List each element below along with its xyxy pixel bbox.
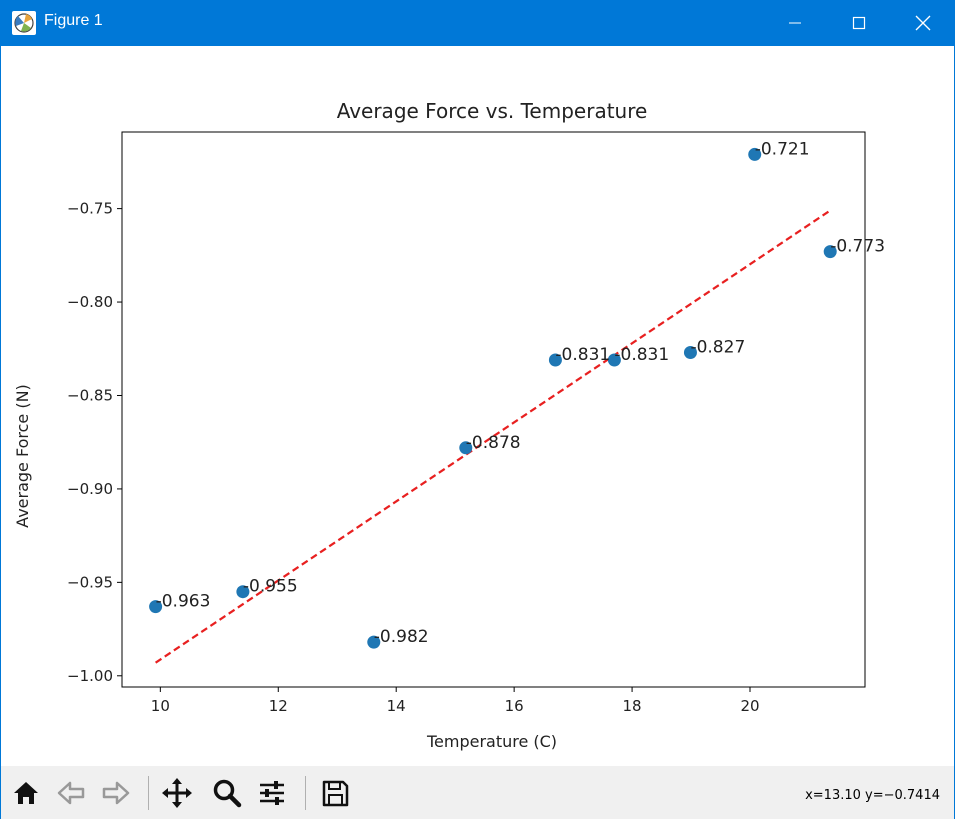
toolbar-separator [148, 776, 149, 810]
y-tick-label: −0.80 [67, 293, 113, 311]
toolbar-separator [305, 776, 306, 810]
data-label: -0.831 [555, 345, 610, 365]
x-tick-label: 12 [269, 697, 288, 715]
maximize-icon [852, 16, 866, 30]
back-arrow-icon [57, 781, 85, 805]
data-point [236, 585, 250, 599]
data-label: -0.773 [830, 237, 885, 257]
data-label: -0.721 [755, 139, 810, 159]
pan-button[interactable] [158, 774, 196, 812]
zoom-button[interactable] [208, 774, 246, 812]
back-button[interactable] [52, 774, 90, 812]
x-tick-label: 16 [505, 697, 524, 715]
data-point [607, 353, 621, 367]
data-label: -0.831 [614, 345, 669, 365]
window-titlebar: Figure 1 [0, 0, 955, 46]
save-button[interactable] [316, 774, 354, 812]
data-label: -0.827 [690, 338, 745, 358]
y-axis-label: Average Force (N) [13, 384, 32, 528]
x-tick-label: 10 [151, 697, 170, 715]
y-tick-label: −0.85 [67, 386, 113, 404]
data-label: -0.955 [243, 577, 298, 597]
chart-title: Average Force vs. Temperature [337, 99, 648, 123]
x-tick-label: 20 [740, 697, 759, 715]
y-tick-label: −0.95 [67, 573, 113, 591]
configure-subplots-icon [260, 781, 284, 805]
window-title: Figure 1 [44, 12, 103, 29]
trendline [154, 209, 831, 664]
forward-arrow-icon [102, 781, 130, 805]
data-point [823, 245, 837, 259]
home-icon [14, 782, 38, 804]
maximize-button[interactable] [827, 0, 891, 46]
forward-button[interactable] [97, 774, 135, 812]
data-point [683, 346, 697, 360]
plot-frame [121, 131, 866, 688]
y-tick-label: −1.00 [67, 667, 113, 685]
save-icon [322, 780, 349, 807]
minimize-icon [789, 22, 801, 24]
data-label: -0.982 [374, 627, 429, 647]
y-tick-label: −0.75 [67, 200, 113, 218]
minimize-button[interactable] [763, 0, 827, 46]
data-label: -0.878 [466, 433, 521, 453]
zoom-icon [213, 779, 242, 808]
close-button[interactable] [891, 0, 955, 46]
x-tick-label: 14 [387, 697, 406, 715]
configure-subplots-button[interactable] [253, 774, 291, 812]
home-button[interactable] [7, 774, 45, 812]
x-axis-label: Temperature (C) [426, 732, 557, 751]
x-tick-label: 18 [623, 697, 642, 715]
data-label: -0.963 [156, 592, 211, 612]
data-point [149, 600, 163, 614]
close-icon [915, 15, 931, 31]
matplotlib-figure-icon [12, 11, 36, 35]
data-point [548, 353, 562, 367]
pan-icon [162, 778, 192, 808]
cursor-coordinates: x=13.10 y=−0.7414 [805, 788, 940, 803]
data-point [367, 635, 381, 649]
scatter-chart[interactable]: Average Force vs. Temperature Temperatur… [0, 46, 953, 764]
navigation-toolbar: x=13.10 y=−0.7414 [1, 766, 954, 819]
data-point [748, 147, 762, 161]
y-tick-label: −0.90 [67, 480, 113, 498]
data-point [459, 441, 473, 455]
